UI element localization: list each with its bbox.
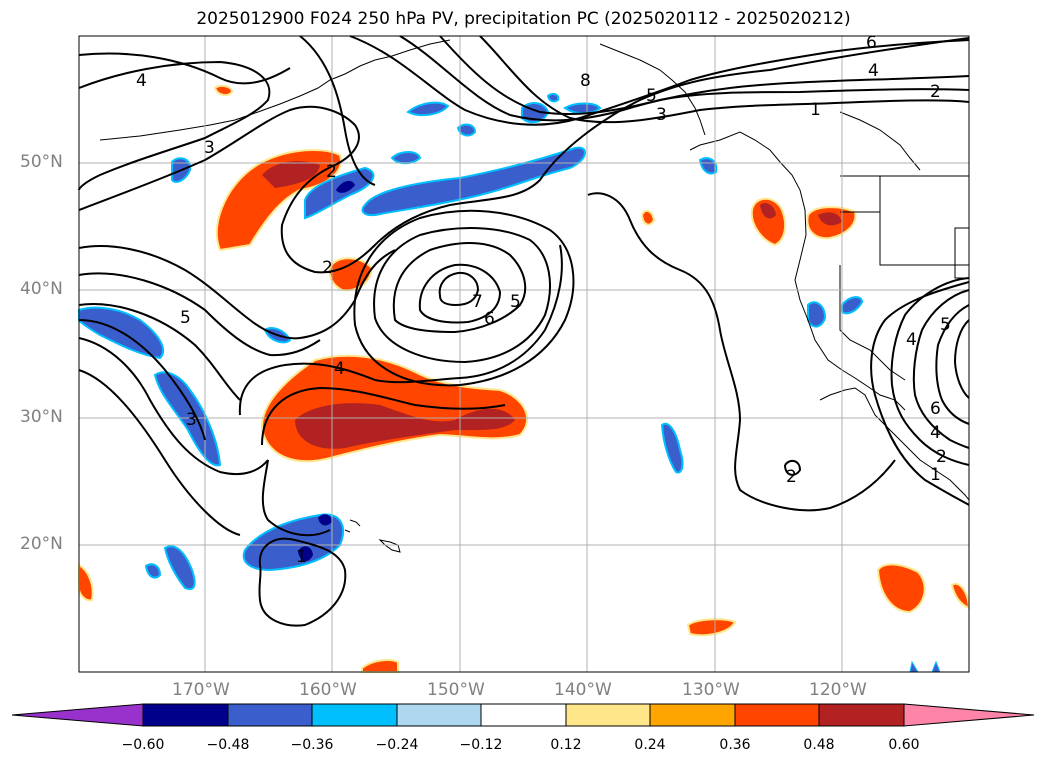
colorbar-segment: [734, 703, 820, 727]
precip-positive-regions: [78, 84, 971, 673]
contour-label: 4: [136, 71, 147, 91]
contour-label: 5: [646, 86, 657, 106]
contour-label: 3: [186, 410, 197, 430]
contour-label: 5: [940, 315, 951, 335]
contour-label: 6: [930, 399, 941, 419]
lon-label: 120°W: [809, 680, 867, 700]
contour-label: 2: [322, 258, 333, 278]
contour-labels: 4 3 2 2 5 3 4 1 7 6 5 8 5 3 6 4 2 1 2 5 …: [136, 33, 951, 567]
colorbar-tick-label: 0.24: [634, 737, 666, 753]
colorbar-segment: [142, 703, 229, 727]
contour-label: 2: [326, 162, 337, 182]
colorbar-tick-label: −0.12: [459, 737, 503, 753]
gridlines: [79, 36, 969, 672]
contour-label: 8: [580, 71, 591, 91]
lon-label: 140°W: [554, 680, 612, 700]
lon-label: 130°W: [682, 680, 740, 700]
colorbar-segment: [565, 703, 651, 727]
contour-label: 4: [930, 423, 941, 443]
contour-label: 4: [334, 359, 345, 379]
lon-label: 150°W: [427, 680, 485, 700]
contour-label: 1: [296, 547, 307, 567]
colorbar-tick-label: 0.60: [888, 737, 920, 753]
lon-label: 170°W: [172, 680, 230, 700]
contour-label: 5: [510, 292, 521, 312]
map-title: 2025012900 F024 250 hPa PV, precipitatio…: [196, 9, 851, 29]
contour-label: 2: [786, 467, 797, 487]
contour-label: 7: [472, 292, 483, 312]
contour-label: 2: [936, 447, 947, 467]
colorbar-segment: [818, 703, 905, 727]
colorbar-extend-high: [903, 703, 1035, 727]
colorbar-tick-label: −0.24: [375, 737, 419, 753]
contour-label: 6: [866, 33, 877, 53]
contour-label: 1: [810, 100, 821, 120]
contour-label: 5: [180, 308, 191, 328]
contour-label: 3: [656, 105, 667, 125]
lat-label: 30°N: [20, 407, 63, 427]
map-frame: [78, 35, 970, 673]
lat-label: 40°N: [20, 279, 63, 299]
colorbar-segment: [227, 703, 313, 727]
lon-label: 160°W: [299, 680, 357, 700]
colorbar-segment: [480, 703, 567, 727]
colorbar-tick-label: 0.36: [719, 737, 751, 753]
lat-label: 50°N: [20, 152, 63, 172]
contour-label: 1: [930, 465, 941, 485]
colorbar: [11, 703, 1035, 727]
lat-label: 20°N: [20, 534, 63, 554]
colorbar-segment: [311, 703, 398, 727]
colorbar-segment: [396, 703, 482, 727]
contour-label: 6: [484, 309, 495, 329]
colorbar-extend-low: [11, 703, 144, 727]
colorbar-tick-label: −0.36: [290, 737, 334, 753]
contour-label: 4: [906, 330, 917, 350]
contour-label: 2: [930, 82, 941, 102]
colorbar-tick-label: −0.48: [206, 737, 250, 753]
contour-label: 4: [868, 61, 879, 81]
contour-label: 3: [204, 138, 215, 158]
colorbar-tick-label: −0.60: [121, 737, 165, 753]
colorbar-tick-label: 0.12: [550, 737, 582, 753]
pv-contours: [78, 35, 970, 627]
colorbar-segment: [649, 703, 736, 727]
colorbar-tick-label: 0.48: [803, 737, 835, 753]
